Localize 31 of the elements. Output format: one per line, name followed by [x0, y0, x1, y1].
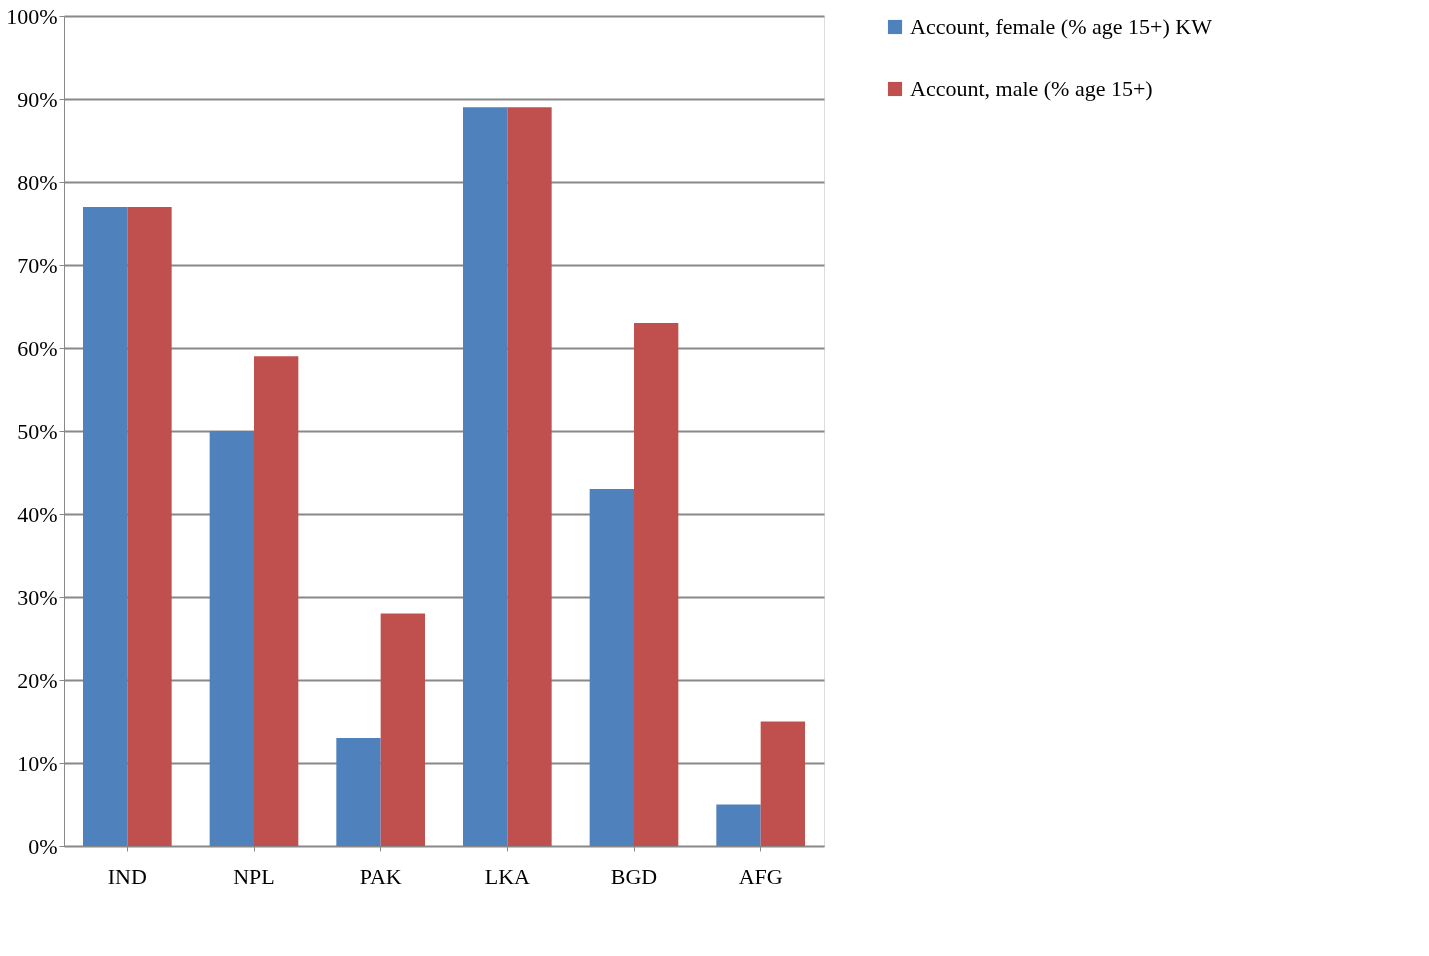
bar	[209, 431, 254, 846]
bar	[380, 613, 425, 846]
bar	[336, 738, 381, 846]
y-tick-label: 0%	[28, 833, 58, 859]
x-tick-label: AFG	[738, 863, 783, 889]
legend-label: Account, female (% age 15+) KW	[910, 14, 1213, 39]
legend-label: Account, male (% age 15+)	[910, 76, 1153, 101]
bar	[254, 356, 299, 846]
y-tick-label: 10%	[17, 750, 58, 776]
bar	[760, 721, 805, 846]
y-tick-label: 40%	[17, 501, 58, 527]
y-tick-label: 70%	[17, 252, 58, 278]
y-tick-label: 60%	[17, 335, 58, 361]
bar	[127, 206, 172, 846]
x-tick-label: PAK	[359, 863, 402, 889]
y-tick-label: 80%	[17, 169, 58, 195]
bar	[83, 206, 128, 846]
bar	[634, 323, 679, 846]
y-tick-label: 20%	[17, 667, 58, 693]
y-tick-label: 100%	[6, 3, 58, 29]
bar	[507, 107, 552, 846]
x-tick-label: IND	[107, 863, 147, 889]
bar	[463, 107, 508, 846]
x-tick-label: BGD	[610, 863, 658, 889]
bar	[589, 489, 634, 846]
y-tick-label: 50%	[17, 418, 58, 444]
bar	[716, 804, 761, 846]
x-tick-label: NPL	[233, 863, 275, 889]
y-tick-label: 30%	[17, 584, 58, 610]
y-tick-label: 90%	[17, 86, 58, 112]
x-tick-label: LKA	[484, 863, 531, 889]
